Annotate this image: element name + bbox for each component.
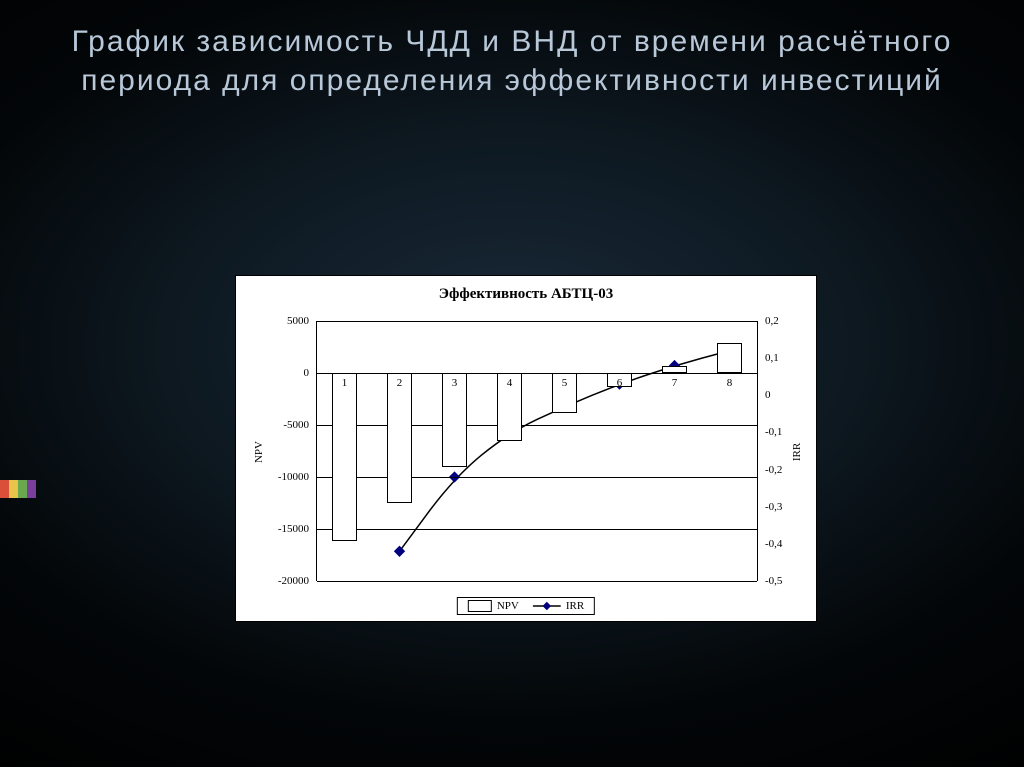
- chart-container: Эффективность АБТЦ-03 NPV IRR 5000 0 -5000…: [235, 275, 817, 622]
- accent-stripe: [0, 480, 36, 498]
- y-axis-left-label: NPV: [253, 441, 265, 463]
- legend: NPV IRR: [457, 597, 595, 615]
- bar: [662, 366, 687, 373]
- legend-swatch-npv: [468, 600, 492, 612]
- ytick-right: -0,1: [765, 426, 782, 438]
- legend-label-npv: NPV: [497, 600, 519, 612]
- y-axis-right-label: IRR: [791, 443, 803, 461]
- category-label: 7: [672, 377, 678, 389]
- gridline: [317, 581, 757, 582]
- category-label: 1: [342, 377, 348, 389]
- gridline: [317, 425, 757, 426]
- ytick-left: 0: [304, 367, 310, 379]
- accent-1: [0, 480, 9, 498]
- ytick-left: 5000: [287, 315, 309, 327]
- bar: [717, 343, 742, 373]
- category-label: 8: [727, 377, 733, 389]
- ytick-right: -0,2: [765, 464, 782, 476]
- ytick-left: -20000: [278, 575, 309, 587]
- bar: [387, 373, 412, 503]
- chart-title: Эффективность АБТЦ-03: [236, 286, 816, 303]
- category-label: 3: [452, 377, 458, 389]
- ytick-left: -5000: [283, 419, 309, 431]
- accent-4: [27, 480, 36, 498]
- legend-item-irr: IRR: [533, 600, 584, 612]
- gridline: [317, 529, 757, 530]
- accent-2: [9, 480, 18, 498]
- legend-label-irr: IRR: [566, 600, 584, 612]
- legend-item-npv: NPV: [468, 600, 519, 612]
- bar: [332, 373, 357, 541]
- category-label: 6: [617, 377, 623, 389]
- line-overlay: [317, 321, 757, 581]
- category-label: 4: [507, 377, 513, 389]
- slide-title: График зависимость ЧДД и ВНД от времени …: [60, 22, 964, 100]
- ytick-right: -0,3: [765, 501, 782, 513]
- ytick-right: -0,4: [765, 538, 782, 550]
- gridline: [317, 321, 757, 322]
- legend-swatch-irr: [533, 600, 561, 612]
- ytick-left: -10000: [278, 471, 309, 483]
- slide-background: График зависимость ЧДД и ВНД от времени …: [0, 0, 1024, 767]
- irr-marker: [394, 546, 405, 557]
- ytick-right: -0,5: [765, 575, 782, 587]
- gridline: [317, 477, 757, 478]
- ytick-right: 0,2: [765, 315, 779, 327]
- plot-area: 50000-5000-10000-15000-200000,20,10-0,1-…: [316, 321, 758, 581]
- gridline: [317, 373, 757, 374]
- ytick-left: -15000: [278, 523, 309, 535]
- ytick-right: 0: [765, 389, 771, 401]
- ytick-right: 0,1: [765, 352, 779, 364]
- category-label: 2: [397, 377, 403, 389]
- category-label: 5: [562, 377, 568, 389]
- accent-3: [18, 480, 27, 498]
